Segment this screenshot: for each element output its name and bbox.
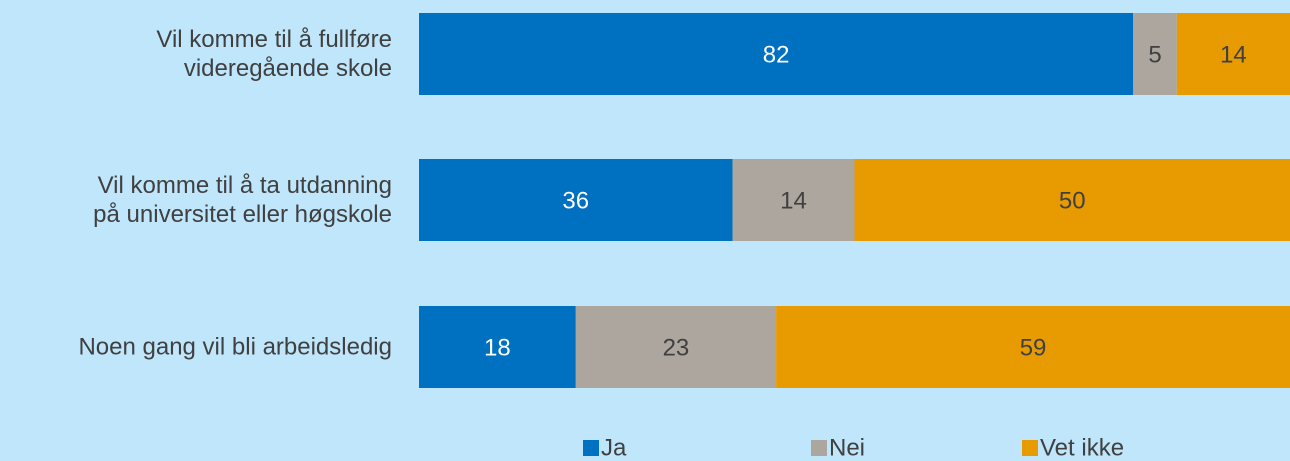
bar-segment xyxy=(1133,13,1177,95)
legend-swatch xyxy=(1022,440,1038,456)
bar-segment xyxy=(575,306,777,388)
value-label: 36 xyxy=(562,187,589,214)
value-label: 5 xyxy=(1148,41,1161,68)
bar-segment xyxy=(732,159,855,241)
bar-segment xyxy=(776,306,1290,388)
category-label: Vil komme til å ta utdanning på universi… xyxy=(93,172,392,228)
legend-label: Ja xyxy=(601,434,627,461)
bar-segment xyxy=(419,159,733,241)
legend-label: Vet ikke xyxy=(1040,434,1124,461)
value-label: 23 xyxy=(663,334,690,361)
value-label: 50 xyxy=(1059,187,1086,214)
value-label: 14 xyxy=(780,187,807,214)
value-label: 82 xyxy=(763,41,790,68)
value-label: 18 xyxy=(484,334,511,361)
value-label: 14 xyxy=(1220,41,1247,68)
bar-segment xyxy=(854,159,1290,241)
legend-swatch xyxy=(811,440,827,456)
value-label: 59 xyxy=(1020,334,1047,361)
bar-segment xyxy=(419,306,576,388)
bar-segment xyxy=(419,13,1134,95)
category-label: Noen gang vil bli arbeidsledig xyxy=(78,333,392,361)
category-label: Vil komme til å fullføre videregående sk… xyxy=(156,26,392,82)
legend-swatch xyxy=(583,440,599,456)
bar-segment xyxy=(1176,13,1290,95)
legend-label: Nei xyxy=(829,434,865,461)
